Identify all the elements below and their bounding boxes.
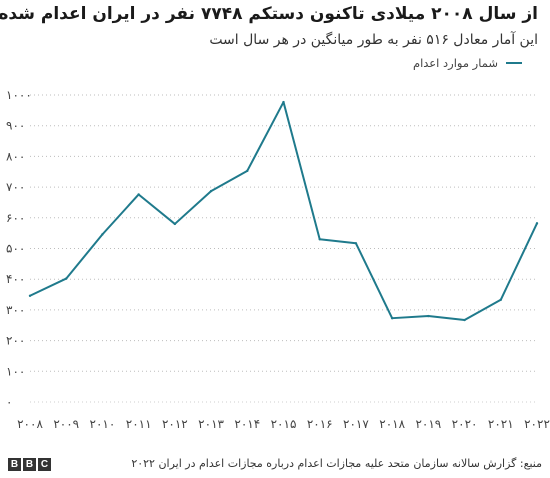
legend-swatch	[506, 62, 522, 64]
data-point	[463, 318, 466, 322]
logo-letter: B	[8, 458, 21, 471]
y-tick-label: ۴۰۰	[6, 272, 25, 286]
series-line	[29, 101, 538, 322]
data-point	[101, 233, 104, 236]
x-tick-label: ۲۰۲۱	[488, 417, 514, 431]
legend: شمار موارد اعدام	[413, 56, 522, 70]
data-point	[246, 169, 249, 173]
x-tick-label: ۲۰۱۲	[162, 417, 188, 431]
data-point	[535, 222, 539, 225]
y-tick-label: ۰	[6, 395, 12, 409]
data-point	[427, 314, 430, 318]
data-point	[390, 316, 394, 320]
x-tick-label: ۲۰۰۸	[17, 417, 43, 431]
y-tick-label: ۷۰۰	[6, 180, 25, 194]
x-tick-label: ۲۰۱۹	[415, 417, 441, 431]
y-tick-label: ۲۰۰	[6, 334, 25, 348]
data-point	[28, 294, 32, 297]
data-point	[354, 242, 358, 245]
data-point	[282, 100, 285, 104]
x-tick-label: ۲۰۱۱	[126, 417, 152, 431]
logo-letter: C	[38, 458, 51, 471]
y-tick-label: ۹۰۰	[6, 119, 25, 133]
x-tick-label: ۲۰۰۹	[53, 417, 79, 431]
data-point	[173, 222, 177, 226]
x-tick-label: ۲۰۱۰	[90, 417, 116, 431]
y-tick-label: ۱۰۰	[6, 364, 25, 378]
y-tick-label: ۱۰۰۰	[6, 88, 32, 102]
x-tick-label: ۲۰۱۶	[307, 417, 333, 431]
x-tick-label: ۲۰۱۷	[343, 417, 369, 431]
chart-subtitle: این آمار معادل ۵۱۶ نفر به طور میانگین در…	[209, 32, 538, 48]
data-point	[318, 238, 321, 241]
chart-title: از سال ۲۰۰۸ میلادی تاکنون دستکم ۷۷۴۸ نفر…	[0, 4, 538, 24]
footer: B B C منبع: گزارش سالانه سازمان متحد علی…	[0, 452, 550, 478]
x-tick-label: ۲۰۲۰	[452, 417, 478, 431]
bbc-logo: B B C	[8, 458, 51, 471]
y-tick-label: ۳۰۰	[6, 303, 25, 317]
line-chart: ۰ ۱۰۰ ۲۰۰ ۳۰۰ ۴۰۰ ۵۰۰ ۶۰۰ ۷۰۰ ۸۰۰ ۹۰۰ ۱۰۰۰ ۲۰۰۸ ۲۰۰۹…	[6, 88, 550, 431]
y-tick-label: ۸۰۰	[6, 149, 25, 163]
y-tick-label: ۶۰۰	[6, 211, 25, 225]
data-point	[209, 189, 213, 193]
x-tick-label: ۲۰۲۲	[524, 417, 550, 431]
data-point	[137, 193, 140, 196]
x-tick-label: ۲۰۱۸	[379, 417, 405, 431]
x-tick-label: ۲۰۱۵	[271, 417, 297, 431]
data-point	[499, 298, 502, 301]
source-note: منبع: گزارش سالانه سازمان متحد علیه مجاز…	[131, 457, 542, 470]
y-tick-label: ۵۰۰	[6, 242, 25, 256]
x-tick-label: ۲۰۱۴	[234, 417, 260, 431]
legend-label: شمار موارد اعدام	[412, 56, 498, 70]
data-point	[65, 277, 68, 280]
x-tick-label: ۲۰۱۳	[198, 417, 224, 431]
logo-letter: B	[23, 458, 36, 471]
